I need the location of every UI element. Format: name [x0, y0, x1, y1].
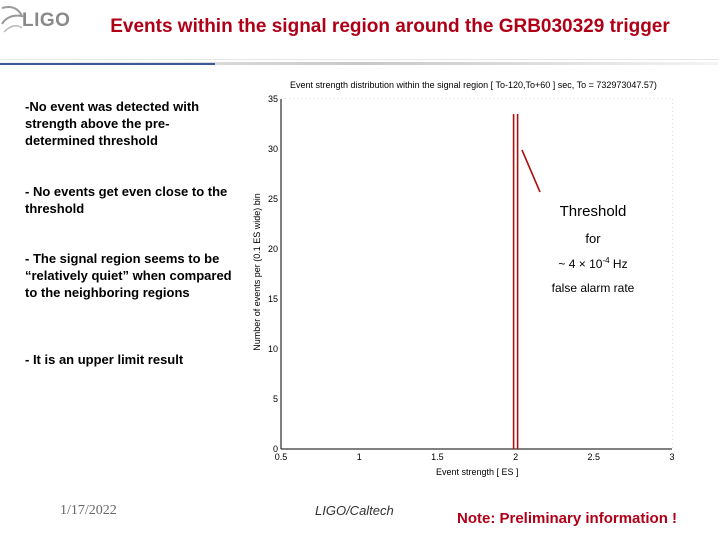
footer-date: 1/17/2022 — [60, 503, 117, 518]
chart-title: Event strength distribution within the s… — [290, 80, 657, 90]
y-axis-label: Number of events per (0.1 ES wide) bin — [252, 193, 262, 351]
false-alarm-label: false alarm rate — [551, 281, 635, 295]
bullet-item: - The signal region seems to be “relativ… — [25, 251, 232, 300]
title-divider-top — [0, 59, 718, 60]
x-tick-label: 2 — [513, 452, 518, 462]
y-tick-label: 20 — [268, 244, 278, 254]
y-tick-label: 10 — [268, 344, 278, 354]
title-accent-bar — [0, 63, 215, 65]
threshold-label: Threshold — [559, 203, 627, 220]
bullet-item: - It is an upper limit result — [25, 352, 184, 367]
threshold-for-label: for — [585, 231, 601, 246]
x-tick-label: 1.5 — [431, 452, 444, 462]
x-tick-label: 1 — [357, 452, 362, 462]
plot-area — [281, 99, 672, 449]
preliminary-note: Note: Preliminary information ! — [457, 510, 678, 527]
ligo-logo: LIGO — [0, 2, 71, 42]
y-tick-label: 30 — [268, 144, 278, 154]
bullet-item: -No event was detected with strength abo… — [25, 99, 200, 148]
title-divider — [0, 62, 718, 65]
y-tick-label: 15 — [268, 294, 278, 304]
bullet-item: - No events get even close to the thresh… — [25, 184, 228, 216]
logo-swirl-icon — [1, 6, 24, 33]
rate-unit: Hz — [609, 257, 628, 271]
axes — [280, 99, 672, 450]
logo-text: LIGO — [22, 10, 71, 31]
y-tick-label: 5 — [273, 394, 278, 404]
x-tick-label: 2.5 — [588, 452, 601, 462]
x-tick-label: 0.5 — [275, 452, 288, 462]
x-tick-label: 3 — [669, 452, 674, 462]
threshold-rate-value: ~ 4 × 10-4 Hz — [530, 256, 656, 271]
threshold-arrow — [521, 149, 541, 193]
y-tick-label: 0 — [273, 444, 278, 454]
y-tick-label: 25 — [268, 194, 278, 204]
footer-affiliation: LIGO/Caltech — [315, 503, 394, 518]
threshold-marker — [512, 114, 519, 449]
slide-title: Events within the signal region around t… — [110, 16, 670, 37]
y-tick-label: 35 — [268, 94, 278, 104]
rate-prefix: ~ 4 × 10 — [558, 257, 603, 271]
x-axis-label: Event strength [ ES ] — [436, 467, 519, 477]
rate-exponent: -4 — [602, 256, 610, 265]
